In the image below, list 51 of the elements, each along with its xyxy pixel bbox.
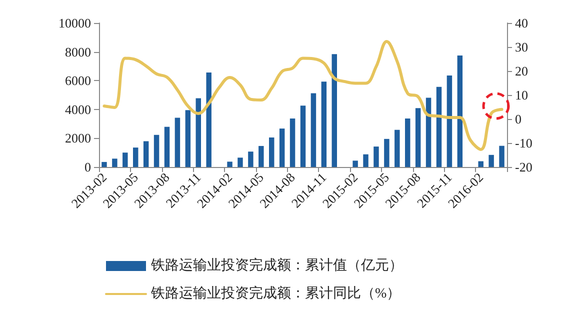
bar bbox=[112, 158, 118, 167]
y-tick-label: 4000 bbox=[65, 102, 91, 117]
bar bbox=[290, 118, 296, 167]
bar bbox=[310, 93, 316, 167]
bar bbox=[269, 137, 274, 167]
bar bbox=[164, 126, 170, 167]
bar bbox=[384, 138, 390, 167]
bar bbox=[248, 152, 254, 167]
bar bbox=[102, 162, 107, 167]
bar bbox=[206, 72, 212, 167]
bar bbox=[415, 108, 421, 167]
bar bbox=[332, 54, 337, 167]
y2-tick-label: 0 bbox=[515, 112, 522, 126]
bar bbox=[363, 154, 368, 167]
y2-tick-label: 20 bbox=[515, 64, 528, 78]
bar bbox=[300, 106, 306, 167]
y-tick-label: 10000 bbox=[58, 16, 91, 30]
bar bbox=[457, 56, 463, 167]
bar bbox=[174, 118, 180, 167]
bar bbox=[488, 154, 494, 167]
y2-tick-label: 30 bbox=[515, 40, 528, 54]
bar bbox=[436, 86, 442, 167]
bar bbox=[227, 162, 232, 167]
y-tick-label: 8000 bbox=[65, 44, 91, 60]
bar bbox=[279, 128, 285, 167]
y-tick-label: 6000 bbox=[65, 73, 91, 88]
bar bbox=[374, 146, 379, 167]
bar bbox=[196, 98, 201, 167]
bar bbox=[352, 160, 358, 167]
y-tick-label: 0 bbox=[84, 160, 91, 174]
y2-tick-label: 10 bbox=[515, 88, 528, 102]
y2-tick-label: -20 bbox=[515, 160, 532, 174]
bar bbox=[133, 148, 138, 167]
bar bbox=[258, 146, 264, 167]
bar bbox=[122, 152, 128, 167]
legend-label: 铁路运输业投资完成额：累计值（亿元） bbox=[150, 258, 403, 274]
legend-label: 铁路运输业投资完成额：累计同比（%） bbox=[150, 286, 401, 302]
bar bbox=[238, 158, 243, 167]
bar bbox=[426, 98, 432, 167]
bar bbox=[499, 146, 504, 167]
y-tick-label: 2000 bbox=[65, 130, 91, 146]
y2-tick-label: -10 bbox=[515, 136, 532, 150]
bar bbox=[394, 130, 400, 167]
y2-tick-label: 40 bbox=[515, 16, 528, 30]
bar bbox=[143, 141, 149, 167]
bar bbox=[405, 118, 410, 167]
bar bbox=[321, 82, 327, 167]
bar bbox=[446, 76, 452, 167]
bar bbox=[185, 110, 191, 167]
bar bbox=[478, 161, 484, 167]
bar bbox=[154, 134, 160, 167]
